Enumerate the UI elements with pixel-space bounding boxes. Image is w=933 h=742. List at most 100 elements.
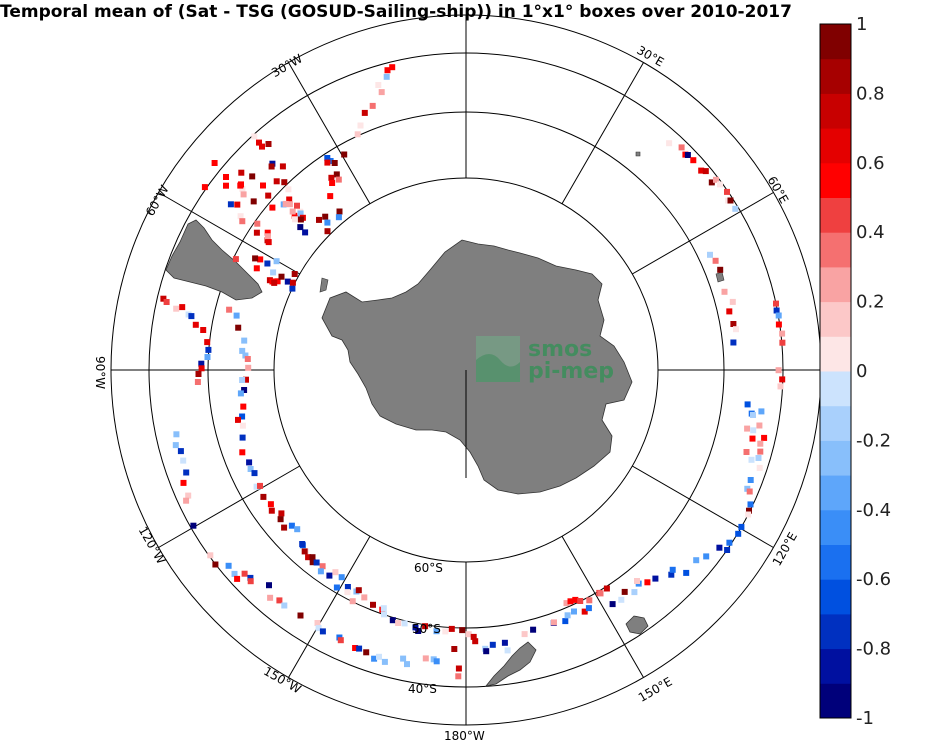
data-cell — [370, 601, 376, 608]
data-cell — [380, 605, 387, 612]
data-cell — [332, 569, 339, 576]
data-cell — [322, 213, 329, 220]
data-cell — [251, 470, 258, 477]
data-cell — [422, 623, 429, 630]
data-cell — [669, 566, 676, 573]
lon-label-30e: 30°E — [634, 43, 666, 70]
colorbar-segment — [820, 58, 851, 94]
data-cell — [207, 552, 214, 559]
data-cell — [361, 109, 368, 116]
data-cell — [253, 265, 260, 272]
data-cell — [204, 339, 211, 346]
data-cell — [337, 637, 344, 644]
data-cell — [183, 497, 190, 504]
data-cell — [250, 198, 257, 205]
meridians — [111, 15, 821, 725]
data-cell — [777, 383, 784, 390]
data-cell — [277, 516, 284, 523]
data-cell — [713, 176, 719, 183]
data-cell — [289, 279, 296, 286]
data-cell — [265, 141, 272, 147]
data-cell — [260, 182, 266, 189]
data-cell — [597, 590, 604, 597]
data-cell — [233, 312, 240, 319]
colorbar-tick-label: -1 — [856, 708, 874, 729]
data-cell — [690, 157, 697, 164]
colorbar-segment — [820, 301, 851, 337]
data-cell — [730, 321, 737, 327]
logo-wave-inner-icon — [476, 354, 520, 382]
data-cell — [297, 224, 304, 231]
lon-label-90w: 90°W — [93, 356, 107, 389]
data-cell — [309, 559, 316, 566]
colorbar-segment — [820, 613, 851, 650]
data-cell — [257, 256, 264, 263]
data-cell — [294, 526, 301, 533]
data-cell — [678, 144, 685, 151]
data-cell — [241, 570, 248, 577]
data-cell — [702, 168, 709, 175]
data-cell — [422, 655, 429, 662]
data-cell — [212, 561, 219, 568]
colorbar-tick-label: 0.2 — [856, 292, 885, 313]
data-cell — [279, 163, 286, 170]
data-cell — [188, 313, 195, 320]
data-cell — [758, 408, 765, 415]
lon-label-60e: 60°E — [765, 174, 792, 206]
data-cell — [746, 488, 753, 495]
data-cell — [281, 524, 288, 531]
data-cell — [237, 213, 244, 220]
meridian-line — [288, 62, 371, 204]
data-cell — [404, 661, 410, 668]
colorbar-tick-label: 0 — [856, 361, 867, 382]
colorbar-segment — [820, 93, 851, 129]
data-cell — [276, 597, 283, 604]
data-cell — [567, 598, 574, 605]
data-cell — [761, 434, 768, 441]
data-cell — [773, 300, 779, 307]
lat-label-40s: 40°S — [408, 682, 437, 696]
data-cell — [249, 173, 256, 180]
data-cell — [183, 469, 190, 476]
data-cell — [442, 628, 449, 635]
data-cells — [160, 64, 786, 680]
data-cell — [433, 628, 440, 635]
data-cell — [297, 216, 304, 223]
colorbar-segment — [820, 579, 851, 615]
data-cell — [302, 229, 309, 236]
data-cell — [747, 501, 754, 508]
data-cell — [259, 143, 265, 150]
data-cell — [284, 278, 291, 285]
data-cell — [270, 269, 277, 276]
data-cell — [376, 653, 382, 660]
data-cell — [551, 619, 557, 626]
data-cell — [273, 178, 280, 185]
data-cell — [395, 620, 402, 626]
meridian-line — [288, 536, 371, 678]
colorbar-tick-label: 0.8 — [856, 83, 885, 104]
colorbar-segment — [820, 266, 851, 303]
colorbar-segment — [820, 683, 851, 719]
colorbar-tick-label: -0.4 — [856, 500, 891, 521]
data-cell — [238, 181, 244, 188]
data-cell — [412, 624, 419, 631]
data-cell — [707, 251, 713, 258]
data-cell — [268, 507, 275, 514]
data-cell — [180, 457, 187, 464]
data-cell — [239, 434, 246, 441]
data-cell — [703, 553, 710, 560]
data-cell — [273, 258, 280, 265]
data-cell — [335, 214, 342, 221]
data-cell — [326, 572, 333, 579]
data-cell — [198, 360, 205, 367]
data-cell — [501, 639, 508, 646]
logo-line2: pi-mep — [528, 359, 614, 384]
colorbar — [819, 23, 852, 719]
data-cell — [727, 197, 734, 204]
data-cell — [314, 620, 321, 626]
data-cell — [195, 371, 202, 377]
map-title: Temporal mean of (Sat - TSG (GOSUD-Saili… — [0, 2, 792, 22]
data-cell — [274, 278, 281, 285]
data-cell — [465, 631, 472, 638]
data-cell — [285, 186, 292, 193]
